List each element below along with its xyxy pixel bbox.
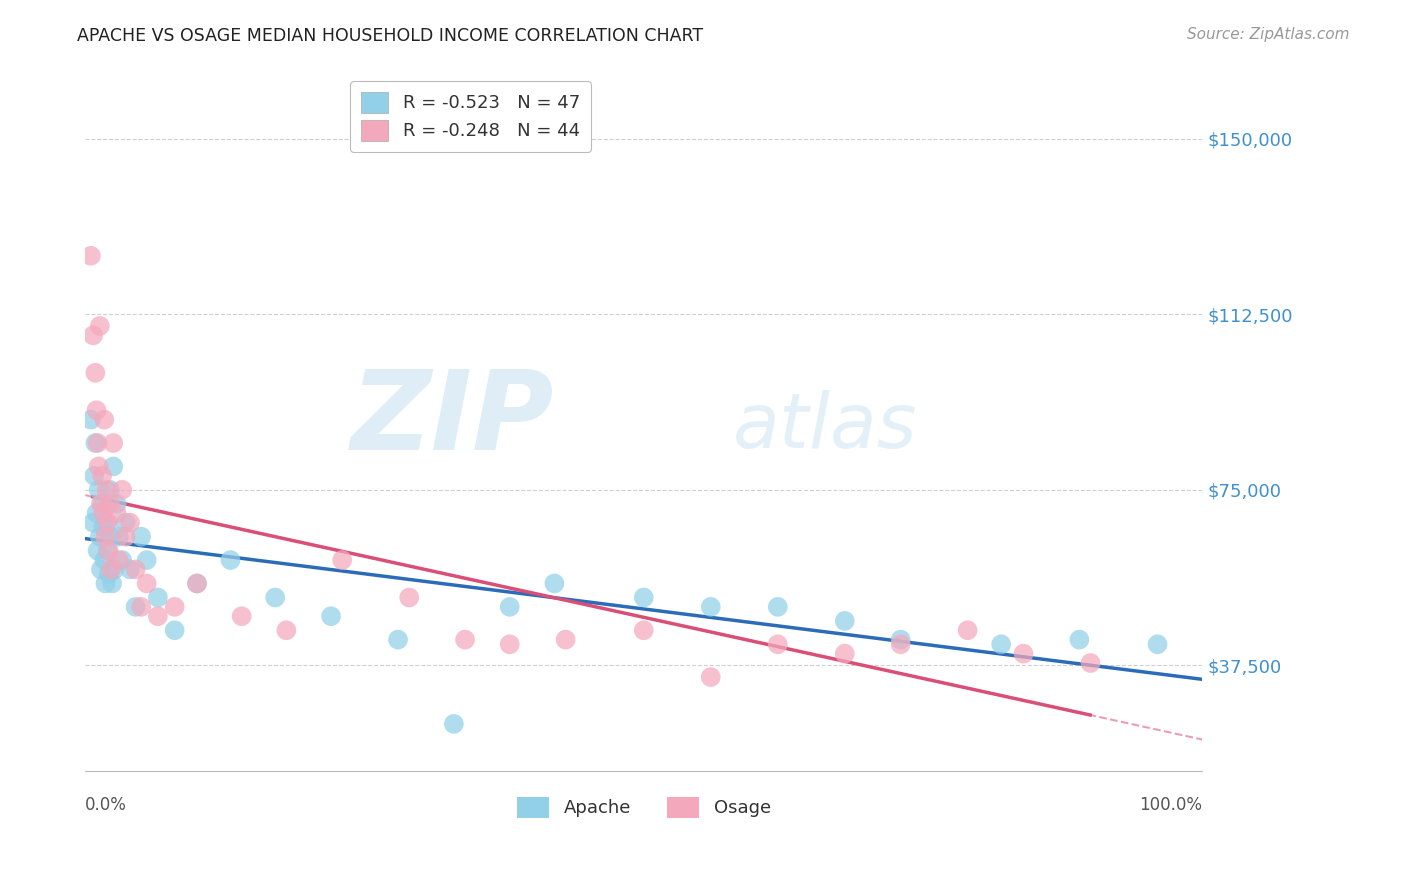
Point: [86, 506, 108, 520]
Point: [454, 632, 477, 647]
Point: [319, 609, 342, 624]
Point: [94, 530, 117, 544]
Point: [93, 553, 115, 567]
Point: [1146, 637, 1168, 651]
Point: [186, 576, 208, 591]
Point: [124, 599, 146, 614]
Point: [100, 562, 122, 576]
Point: [91, 497, 114, 511]
Point: [97, 543, 120, 558]
Point: [834, 614, 856, 628]
Point: [80, 412, 103, 426]
Point: [766, 637, 789, 651]
Point: [89, 530, 111, 544]
Point: [231, 609, 253, 624]
Point: [98, 497, 121, 511]
Point: [94, 576, 117, 591]
Point: [118, 562, 141, 576]
Text: ZIP: ZIP: [352, 366, 554, 473]
Point: [700, 599, 723, 614]
Point: [87, 459, 110, 474]
Point: [86, 436, 108, 450]
Point: [114, 516, 136, 530]
Point: [108, 553, 131, 567]
Point: [97, 516, 120, 530]
Point: [276, 624, 298, 638]
Point: [124, 562, 146, 576]
Point: [91, 468, 114, 483]
Point: [387, 632, 409, 647]
Point: [98, 483, 121, 497]
Text: Source: ZipAtlas.com: Source: ZipAtlas.com: [1187, 27, 1350, 42]
Point: [82, 328, 104, 343]
Point: [1069, 632, 1091, 647]
Point: [163, 599, 186, 614]
Point: [766, 599, 789, 614]
Point: [129, 599, 152, 614]
Point: [186, 576, 208, 591]
Text: 100.0%: 100.0%: [1139, 796, 1202, 814]
Point: [96, 483, 118, 497]
Point: [111, 483, 134, 497]
Point: [87, 483, 110, 497]
Point: [890, 632, 912, 647]
Point: [633, 591, 655, 605]
Point: [105, 506, 128, 520]
Point: [114, 530, 136, 544]
Text: atlas: atlas: [733, 390, 918, 464]
Point: [543, 576, 565, 591]
Point: [1012, 647, 1035, 661]
Point: [163, 624, 186, 638]
Point: [118, 516, 141, 530]
Point: [108, 530, 131, 544]
Point: [990, 637, 1012, 651]
Point: [834, 647, 856, 661]
Point: [890, 637, 912, 651]
Point: [97, 543, 120, 558]
Point: [633, 624, 655, 638]
Point: [90, 497, 112, 511]
Point: [84, 366, 107, 380]
Point: [146, 609, 169, 624]
Point: [86, 543, 108, 558]
Point: [219, 553, 242, 567]
Point: [80, 249, 103, 263]
Point: [129, 530, 152, 544]
Point: [103, 459, 125, 474]
Point: [89, 318, 111, 333]
Point: [499, 637, 522, 651]
Point: [398, 591, 420, 605]
Point: [83, 468, 105, 483]
Point: [103, 562, 125, 576]
Point: [330, 553, 353, 567]
Point: [82, 516, 104, 530]
Point: [105, 497, 128, 511]
Point: [1080, 656, 1102, 670]
Point: [499, 599, 522, 614]
Point: [101, 576, 124, 591]
Point: [700, 670, 723, 684]
Point: [91, 506, 114, 520]
Text: 0.0%: 0.0%: [86, 796, 127, 814]
Legend: Apache, Osage: Apache, Osage: [509, 789, 779, 825]
Point: [554, 632, 576, 647]
Point: [91, 520, 114, 534]
Point: [93, 412, 115, 426]
Point: [956, 624, 979, 638]
Point: [135, 553, 157, 567]
Point: [84, 436, 107, 450]
Point: [111, 553, 134, 567]
Point: [443, 717, 465, 731]
Point: [86, 403, 108, 417]
Text: APACHE VS OSAGE MEDIAN HOUSEHOLD INCOME CORRELATION CHART: APACHE VS OSAGE MEDIAN HOUSEHOLD INCOME …: [77, 27, 703, 45]
Point: [90, 562, 112, 576]
Point: [103, 436, 125, 450]
Point: [100, 530, 122, 544]
Point: [96, 516, 118, 530]
Point: [146, 591, 169, 605]
Point: [97, 567, 120, 582]
Point: [135, 576, 157, 591]
Point: [264, 591, 287, 605]
